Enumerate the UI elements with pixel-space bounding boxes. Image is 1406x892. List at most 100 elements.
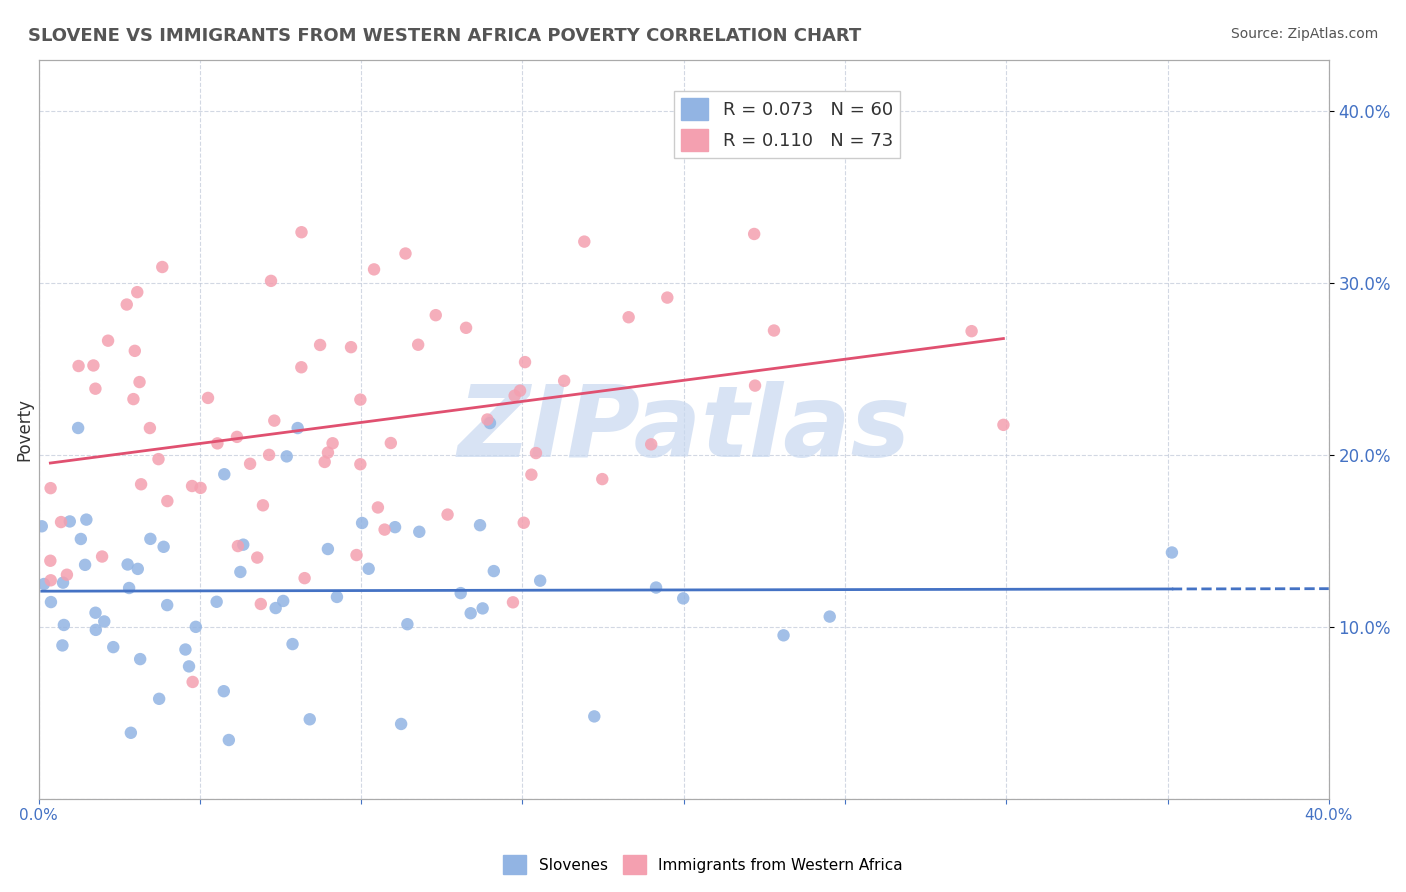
Point — [239, 457, 262, 471]
Point — [513, 355, 536, 369]
Point — [513, 516, 536, 530]
Point — [591, 472, 613, 486]
Point — [384, 520, 406, 534]
Point — [129, 477, 152, 491]
Point — [139, 532, 162, 546]
Point — [772, 628, 794, 642]
Point — [503, 389, 526, 403]
Point — [406, 337, 429, 351]
Point — [263, 414, 285, 428]
Point — [454, 320, 477, 334]
Point — [118, 581, 141, 595]
Point — [84, 606, 107, 620]
Point — [205, 595, 228, 609]
Point — [229, 565, 252, 579]
Point — [52, 575, 75, 590]
Point — [75, 513, 97, 527]
Point — [117, 558, 139, 572]
Point — [252, 498, 274, 512]
Point — [190, 481, 212, 495]
Legend: Slovenes, Immigrants from Western Africa: Slovenes, Immigrants from Western Africa — [498, 849, 908, 880]
Point — [408, 524, 430, 539]
Point — [181, 675, 204, 690]
Point — [742, 227, 765, 241]
Point — [425, 308, 447, 322]
Point — [120, 726, 142, 740]
Point — [482, 564, 505, 578]
Point — [762, 324, 785, 338]
Point — [509, 384, 531, 398]
Point — [340, 340, 363, 354]
Point — [226, 430, 249, 444]
Point — [226, 539, 249, 553]
Point — [281, 637, 304, 651]
Point — [246, 550, 269, 565]
Point — [471, 601, 494, 615]
Point — [218, 733, 240, 747]
Point — [115, 297, 138, 311]
Point — [271, 594, 294, 608]
Point — [389, 717, 412, 731]
Point — [357, 562, 380, 576]
Point — [346, 548, 368, 562]
Point — [367, 500, 389, 515]
Point — [93, 615, 115, 629]
Point — [477, 412, 499, 426]
Point — [31, 519, 53, 533]
Point — [212, 684, 235, 698]
Point — [249, 597, 271, 611]
Point — [150, 260, 173, 274]
Point — [39, 554, 62, 568]
Point — [294, 571, 316, 585]
Point — [39, 595, 62, 609]
Point — [103, 640, 125, 654]
Point — [197, 391, 219, 405]
Point — [156, 494, 179, 508]
Point — [520, 467, 543, 482]
Point — [617, 310, 640, 325]
Point — [502, 595, 524, 609]
Point — [298, 712, 321, 726]
Point — [152, 540, 174, 554]
Point — [260, 274, 283, 288]
Point — [349, 392, 371, 407]
Point — [290, 225, 312, 239]
Point — [290, 360, 312, 375]
Point — [468, 518, 491, 533]
Point — [32, 577, 55, 591]
Point — [148, 452, 170, 467]
Point — [460, 606, 482, 620]
Point — [478, 416, 501, 430]
Point — [672, 591, 695, 606]
Point — [232, 538, 254, 552]
Text: Source: ZipAtlas.com: Source: ZipAtlas.com — [1230, 27, 1378, 41]
Point — [818, 609, 841, 624]
Point — [181, 479, 204, 493]
Point — [52, 618, 75, 632]
Point — [84, 382, 107, 396]
Point — [177, 659, 200, 673]
Point — [127, 285, 149, 300]
Point — [276, 450, 298, 464]
Point — [553, 374, 575, 388]
Point — [124, 343, 146, 358]
Point — [349, 457, 371, 471]
Point — [257, 448, 280, 462]
Point — [529, 574, 551, 588]
Y-axis label: Poverty: Poverty — [15, 398, 32, 460]
Text: ZIPatlas: ZIPatlas — [457, 381, 910, 478]
Point — [396, 617, 419, 632]
Point — [352, 516, 374, 530]
Point — [287, 421, 309, 435]
Point — [326, 590, 349, 604]
Point — [127, 562, 149, 576]
Point — [380, 436, 402, 450]
Point — [657, 291, 679, 305]
Point — [450, 586, 472, 600]
Point — [574, 235, 596, 249]
Point — [374, 523, 396, 537]
Point — [524, 446, 547, 460]
Point — [91, 549, 114, 564]
Point — [84, 623, 107, 637]
Point — [264, 601, 287, 615]
